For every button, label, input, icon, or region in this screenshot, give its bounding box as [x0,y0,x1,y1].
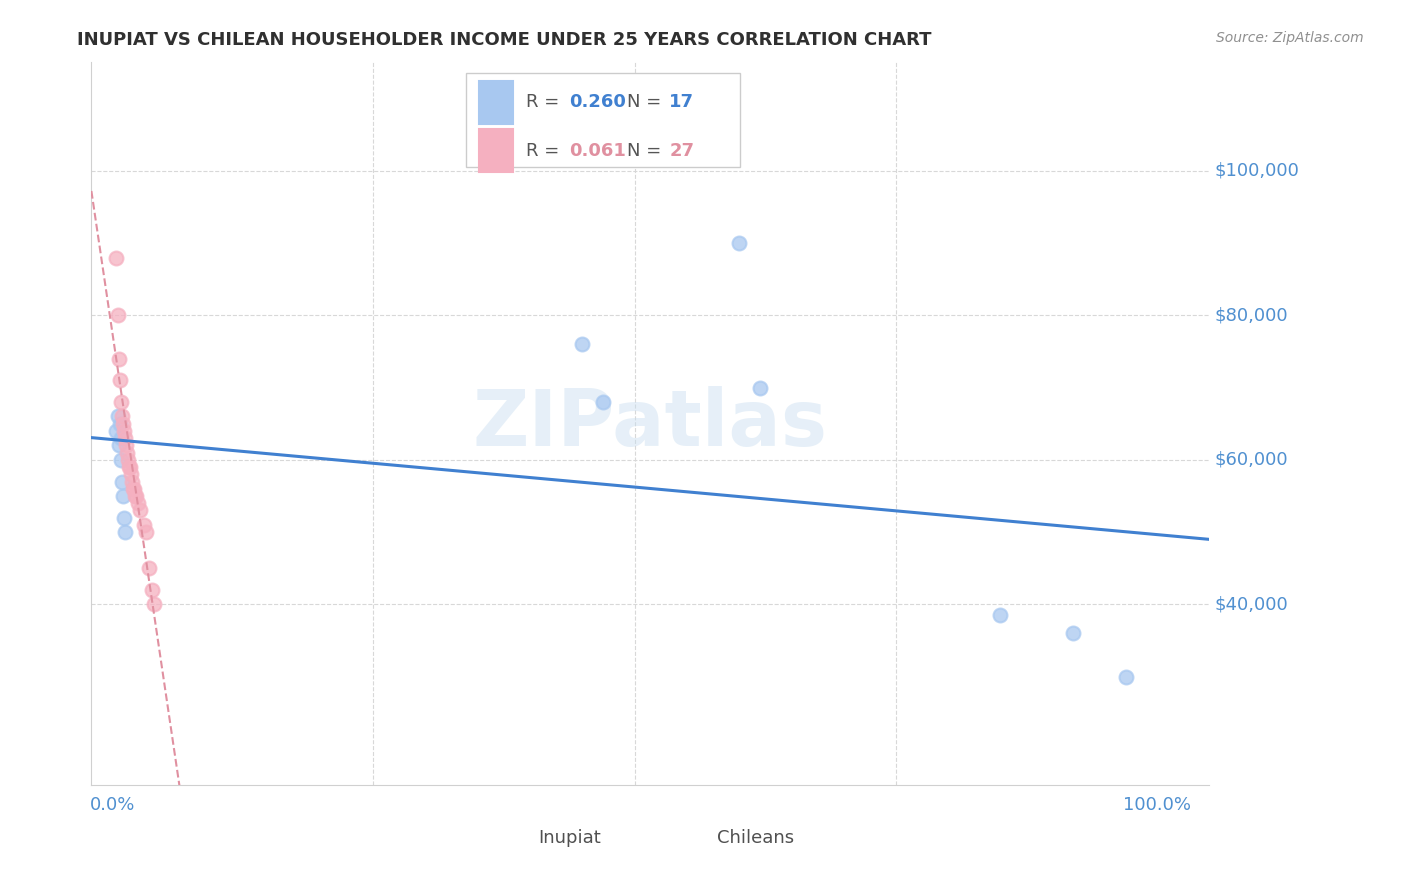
Point [141,582,163,597]
FancyBboxPatch shape [494,819,530,854]
Point [571,337,593,351]
Point [108,417,131,431]
Point [107,308,129,322]
Point [115,445,138,459]
Point [107,409,129,424]
Point [129,503,152,517]
Point [111,409,134,424]
Text: 0.061: 0.061 [568,142,626,160]
Point [118,460,141,475]
Point [108,373,131,387]
Text: R =: R = [526,142,565,160]
Text: $40,000: $40,000 [1215,595,1288,614]
Text: 17: 17 [669,93,695,112]
Point [112,510,135,524]
FancyBboxPatch shape [479,80,513,124]
Text: ZIPatlas: ZIPatlas [472,385,828,462]
FancyBboxPatch shape [479,129,513,172]
Point [105,424,128,438]
Text: 27: 27 [669,142,695,160]
Text: $100,000: $100,000 [1215,161,1299,180]
Point [135,524,157,539]
Text: 0.260: 0.260 [568,93,626,112]
Text: Chileans: Chileans [717,829,794,847]
Point [132,517,155,532]
Point [1115,669,1137,683]
Point [728,235,751,250]
Text: N =: N = [627,142,666,160]
Point [111,475,134,489]
Text: Inupiat: Inupiat [538,829,602,847]
Text: Source: ZipAtlas.com: Source: ZipAtlas.com [1216,31,1364,45]
Text: N =: N = [627,93,666,112]
Point [988,608,1011,623]
Point [592,395,614,409]
Point [111,489,134,503]
Point [115,438,138,452]
Point [110,431,132,445]
Point [107,351,129,366]
Text: R =: R = [526,93,565,112]
Point [122,482,145,496]
FancyBboxPatch shape [465,73,740,167]
Text: $80,000: $80,000 [1215,306,1288,325]
Point [138,561,160,575]
Point [105,251,128,265]
Point [110,452,132,467]
Point [120,467,142,482]
Point [143,598,166,612]
Point [125,489,148,503]
Point [121,475,143,489]
Point [127,496,149,510]
Point [114,524,136,539]
Point [124,489,146,503]
Point [122,482,145,496]
Point [110,395,132,409]
Point [107,438,129,452]
Point [111,417,134,431]
Text: $60,000: $60,000 [1215,450,1288,469]
Point [118,460,141,475]
Text: INUPIAT VS CHILEAN HOUSEHOLDER INCOME UNDER 25 YEARS CORRELATION CHART: INUPIAT VS CHILEAN HOUSEHOLDER INCOME UN… [77,31,932,49]
Point [114,431,136,445]
Point [749,380,772,394]
Point [112,424,135,438]
Point [117,452,139,467]
Point [1062,626,1084,640]
FancyBboxPatch shape [672,819,709,854]
